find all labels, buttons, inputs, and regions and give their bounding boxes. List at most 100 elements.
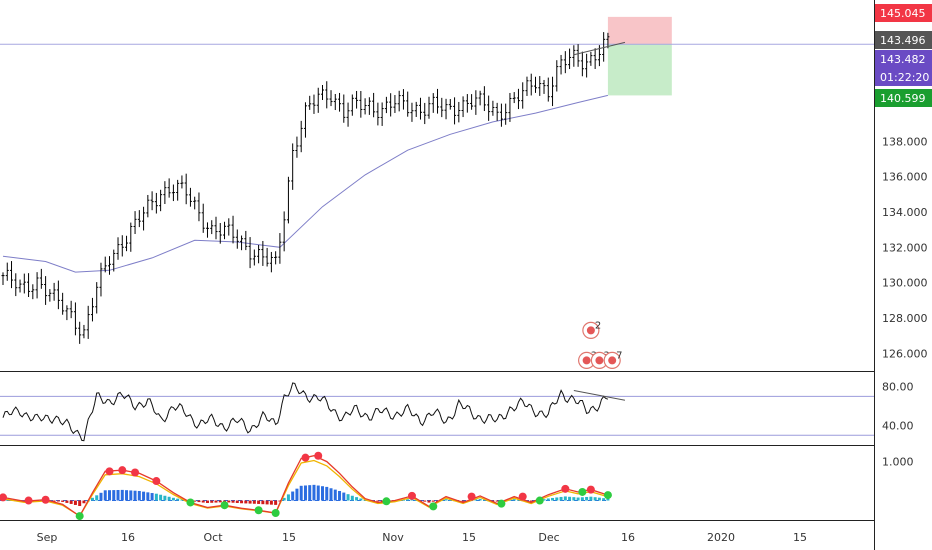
oscillator-bar	[180, 499, 184, 501]
oscillator-bar	[291, 491, 295, 501]
oscillator-bar	[597, 497, 601, 501]
time-tick-label: Sep	[37, 531, 58, 544]
event-dot-icon	[586, 326, 595, 335]
time-tick-label: 15	[462, 531, 476, 544]
oscillator-bar	[261, 500, 265, 505]
time-tick-label: 16	[621, 531, 635, 544]
time-tick-label: 16	[121, 531, 135, 544]
oscillator-bar	[257, 500, 261, 504]
oscillator-bar	[376, 500, 380, 502]
oscillator-bar	[150, 493, 154, 501]
oscillator-bar	[227, 500, 231, 503]
oscillator-bar	[61, 500, 65, 502]
oscillator-bar	[163, 495, 167, 501]
price-tick-label: 138.000	[882, 135, 928, 148]
oscillator-bar	[65, 500, 69, 503]
oscillator-marker	[75, 512, 84, 521]
event-marker: 7	[603, 350, 623, 369]
oscillator-bar	[355, 497, 359, 501]
oscillator-bar	[133, 490, 137, 501]
oscillator-bar	[606, 498, 610, 501]
oscillator-bar	[210, 500, 214, 503]
oscillator-bar	[346, 494, 350, 501]
oscillator-marker	[561, 484, 570, 493]
oscillator-bar	[576, 497, 580, 501]
oscillator-bar	[73, 500, 77, 505]
oscillator-bar	[167, 496, 171, 501]
oscillator-bar	[82, 500, 86, 504]
oscillator-bar	[252, 500, 256, 504]
oscillator-bar	[274, 500, 278, 505]
price-tag-label: 140.599	[880, 92, 926, 105]
oscillator-bar	[295, 488, 299, 501]
oscillator-bar	[568, 496, 572, 501]
oscillator-marker	[152, 477, 161, 486]
oscillator-marker	[186, 498, 195, 507]
time-tick-label: 15	[282, 531, 296, 544]
oscillator-bar	[108, 490, 111, 501]
economic-events[interactable]: 2337	[578, 320, 623, 369]
event-marker: 2	[582, 320, 601, 339]
oscillator-bar	[602, 498, 606, 501]
oscillator-bar	[423, 500, 427, 502]
oscillator-marker	[271, 508, 280, 517]
event-dot-icon	[595, 356, 604, 365]
event-dot-icon	[582, 356, 591, 365]
oscillator-bar	[282, 497, 286, 501]
oscillator-bar	[593, 497, 597, 501]
oscillator-marker	[0, 493, 7, 502]
oscillator-bar	[176, 498, 180, 501]
oscillator-bar	[146, 492, 150, 501]
oscillator-bar	[333, 489, 337, 501]
oscillator-bar	[52, 500, 56, 502]
oscillator-bar	[286, 494, 290, 501]
oscillator-marker	[578, 487, 587, 496]
price-tick-label: 132.000	[882, 241, 928, 254]
take-profit-zone	[607, 44, 672, 96]
price-tag-box	[875, 4, 932, 22]
price-tick-label: 126.000	[882, 347, 928, 360]
price-tag-label: 01:22:20	[880, 71, 929, 84]
oscillator-bar	[95, 495, 99, 501]
time-tick-label: 15	[793, 531, 807, 544]
rsi-trendline	[573, 390, 626, 401]
event-dot-icon	[608, 356, 617, 365]
price-tag-label: 145.045	[880, 7, 926, 20]
oscillator-bar	[5, 499, 9, 501]
oscillator-marker	[467, 492, 476, 501]
time-tick-label: Dec	[538, 531, 559, 544]
price-tag: 143.482	[875, 50, 932, 68]
oscillator-bar	[244, 500, 248, 504]
time-axis[interactable]: Sep 16 Oct 15 Nov 15 Dec 16 2020 15	[37, 531, 807, 544]
oscillator-bar	[542, 499, 546, 501]
oscillator-bar	[116, 489, 120, 501]
oscillator-bar	[308, 485, 312, 501]
oscillator-bar	[551, 497, 555, 501]
oscillator-bar	[154, 493, 158, 501]
oscillator-bar	[142, 491, 146, 501]
price-axis[interactable]: 126.000 128.000 130.000 132.000 134.000 136.0…	[882, 135, 928, 468]
oscillator-bar	[495, 500, 499, 502]
oscillator-marker	[24, 496, 33, 505]
oscillator-marker	[382, 497, 391, 506]
oscillator-bar	[572, 497, 576, 501]
oscillator-marker	[518, 492, 527, 501]
oscillator-bar	[589, 496, 593, 501]
oscillator-bar	[78, 500, 82, 506]
moving-average-line	[2, 94, 609, 273]
oscillator-bar	[338, 490, 342, 501]
oscillator-bar	[240, 500, 244, 504]
oscillator-bar	[406, 499, 410, 501]
oscillator-marker	[586, 485, 595, 494]
price-tag-label: 143.496	[880, 34, 926, 47]
oscillator-bar	[159, 494, 163, 501]
oscillator-bar	[197, 500, 201, 503]
oscillator-bar	[478, 498, 482, 501]
oscillator-bar	[201, 500, 205, 503]
position-box[interactable]	[0, 16, 874, 96]
oscillator-bar	[218, 500, 222, 503]
price-tags: 145.045 143.496 143.482 01:22:20 140.599	[875, 4, 932, 107]
price-tag-box	[875, 89, 932, 107]
price-tag: 140.599	[875, 89, 932, 107]
